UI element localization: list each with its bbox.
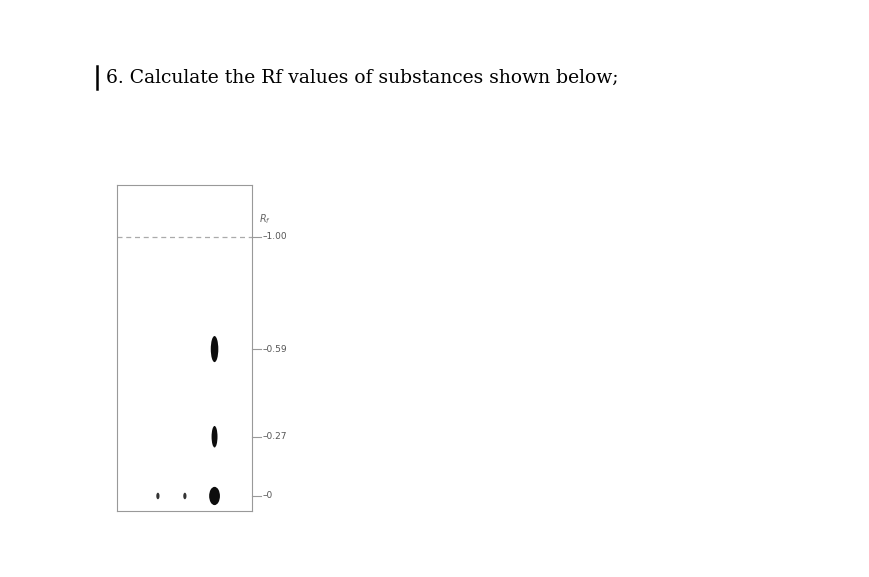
Text: –0: –0 [262,492,273,500]
Text: –0.59: –0.59 [262,344,287,354]
Ellipse shape [211,426,217,448]
Text: –0.27: –0.27 [262,432,287,441]
Ellipse shape [156,493,159,499]
Text: 6. Calculate the Rf values of substances shown below;: 6. Calculate the Rf values of substances… [106,69,618,87]
Ellipse shape [209,487,220,505]
Ellipse shape [183,493,186,499]
Ellipse shape [210,336,218,362]
Text: –1.00: –1.00 [262,233,287,241]
Text: $R_f$: $R_f$ [259,212,271,226]
